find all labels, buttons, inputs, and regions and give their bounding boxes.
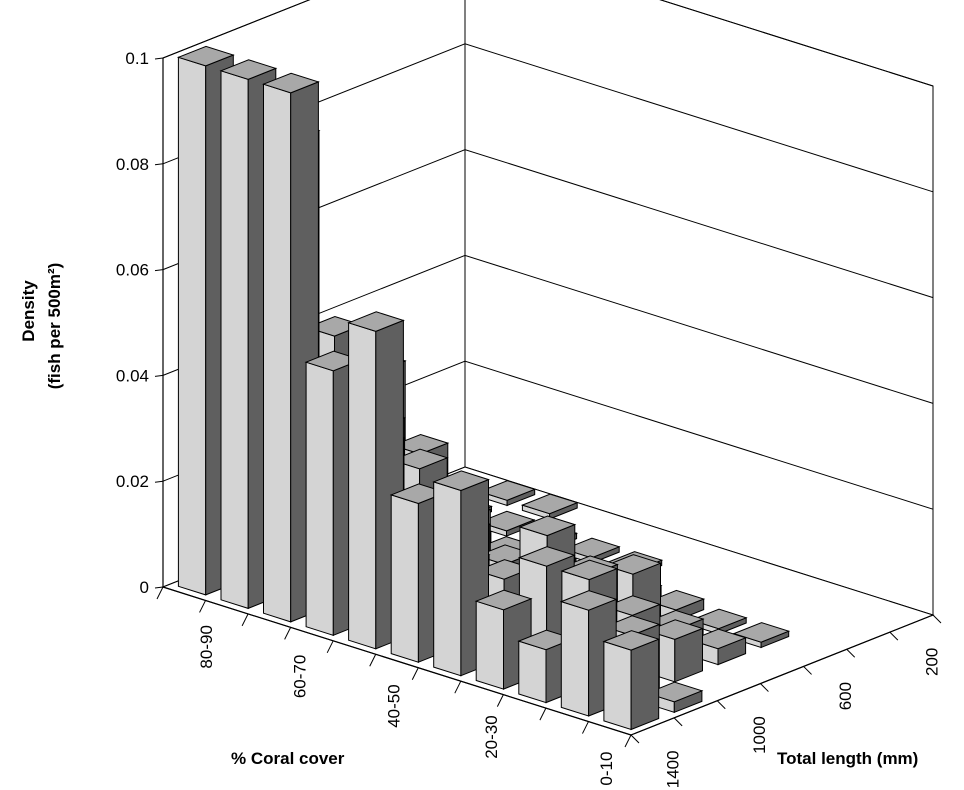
y-tick-label-2: 1000 bbox=[750, 716, 769, 754]
bar-row4-col9 bbox=[732, 622, 791, 649]
bar-top-face bbox=[647, 589, 706, 611]
bar-top-face bbox=[560, 559, 619, 581]
bar-row3-col9 bbox=[689, 628, 748, 666]
z-tick-label-4: 0.08 bbox=[116, 155, 149, 174]
z-tick-label-3: 0.06 bbox=[116, 261, 149, 280]
x-tick-5 bbox=[369, 654, 377, 667]
y-tick-1 bbox=[673, 717, 683, 727]
bar-top-face bbox=[347, 311, 405, 332]
y-axis-line bbox=[630, 614, 934, 736]
z-tick-4 bbox=[154, 163, 164, 166]
z-axis-title-line1: Density bbox=[19, 280, 38, 342]
x-tick-2 bbox=[241, 613, 249, 627]
bar-top-face bbox=[603, 615, 661, 636]
y-tick-label-3: 1400 bbox=[664, 750, 683, 788]
x-axis-line bbox=[162, 586, 632, 736]
bar-front-face bbox=[475, 600, 504, 690]
z-tick-label-2: 0.04 bbox=[116, 366, 149, 385]
y-axis-title: Total length (mm) bbox=[777, 749, 918, 768]
x-tick-7 bbox=[454, 680, 462, 694]
x-tick-0 bbox=[156, 586, 164, 600]
bar-top-face bbox=[390, 448, 449, 470]
bar-top-face bbox=[478, 480, 537, 501]
y-tick-label-0: 200 bbox=[922, 648, 941, 676]
z-tick-5 bbox=[154, 57, 164, 60]
x-tick-6 bbox=[411, 667, 419, 680]
bar-top-face bbox=[562, 537, 621, 559]
bar-front-face bbox=[390, 494, 419, 663]
bar-top-face bbox=[645, 681, 704, 703]
z-tick-1 bbox=[154, 480, 164, 483]
bar-top-face bbox=[603, 595, 662, 616]
bars-group bbox=[176, 45, 791, 731]
bar-front-face bbox=[220, 70, 249, 610]
bar-front-face bbox=[518, 640, 547, 704]
axes-group: 0 0.02 0.04 0.06 0.08 0.1 80-90 60-70 40-50 20-30… bbox=[116, 49, 941, 788]
bar-top-face bbox=[517, 546, 576, 567]
z-tick-0 bbox=[154, 586, 164, 589]
bar-front-face bbox=[305, 361, 334, 636]
x-tick-label-4: 0-10 bbox=[597, 752, 616, 786]
y-tick-7 bbox=[932, 614, 942, 624]
x-tick-1 bbox=[199, 600, 206, 613]
z-tick-2 bbox=[154, 374, 164, 377]
x-tick-8 bbox=[496, 694, 504, 707]
bar-front-face bbox=[603, 640, 632, 731]
bar-top-face bbox=[474, 589, 533, 611]
bar-top-face bbox=[477, 510, 536, 532]
z-tick-label-5: 0.1 bbox=[125, 49, 149, 68]
x-tick-label-2: 40-50 bbox=[384, 684, 403, 727]
x-tick-11 bbox=[624, 734, 632, 748]
z-tick-label-1: 0.02 bbox=[116, 472, 149, 491]
bar-front-face bbox=[177, 56, 207, 596]
y-tick-5 bbox=[846, 648, 856, 658]
y-tick-2 bbox=[716, 700, 726, 710]
bar-row0-col10 bbox=[602, 630, 661, 731]
bar-top-face bbox=[689, 608, 748, 630]
z-axis-title-line2: (fish per 500m²) bbox=[45, 263, 64, 390]
bar-top-face bbox=[559, 590, 618, 611]
x-tick-label-3: 20-30 bbox=[482, 715, 501, 758]
x-tick-10 bbox=[582, 721, 589, 734]
bar-top-face bbox=[432, 470, 490, 492]
y-tick-0 bbox=[630, 734, 640, 744]
bar-top-face bbox=[732, 622, 791, 643]
x-axis-title: % Coral cover bbox=[231, 749, 345, 768]
x-tick-9 bbox=[539, 707, 547, 721]
bar-top-face bbox=[604, 554, 662, 575]
y-tick-4 bbox=[803, 666, 812, 675]
x-tick-label-0: 80-90 bbox=[197, 625, 216, 668]
bar-top-face bbox=[646, 619, 704, 640]
x-tick-label-1: 60-70 bbox=[291, 655, 310, 698]
bar-top-face bbox=[602, 630, 661, 651]
bar-top-face bbox=[518, 515, 577, 537]
bar-row6-col2 bbox=[520, 493, 579, 520]
bar-side-face bbox=[630, 638, 660, 731]
y-tick-3 bbox=[760, 683, 769, 692]
bar-top-face bbox=[219, 59, 278, 80]
bar-front-face bbox=[263, 83, 292, 623]
bar-front-face bbox=[348, 322, 377, 650]
bar-row0-col8 bbox=[517, 629, 576, 704]
x-tick-4 bbox=[326, 640, 334, 654]
bar-top-face bbox=[391, 433, 450, 455]
bar-top-face bbox=[262, 72, 320, 94]
y-tick-6 bbox=[889, 631, 899, 641]
bar-front-face bbox=[560, 600, 590, 717]
z-tick-3 bbox=[154, 269, 164, 272]
bar-top-face bbox=[520, 493, 579, 515]
x-tick-3 bbox=[284, 627, 292, 640]
bar-front-face bbox=[433, 481, 462, 677]
gridline-5 bbox=[162, 0, 934, 87]
y-tick-label-1: 600 bbox=[836, 682, 855, 710]
bar-top-face bbox=[176, 45, 235, 67]
bar-top-face bbox=[689, 628, 748, 650]
z-tick-label-0: 0 bbox=[140, 578, 149, 597]
